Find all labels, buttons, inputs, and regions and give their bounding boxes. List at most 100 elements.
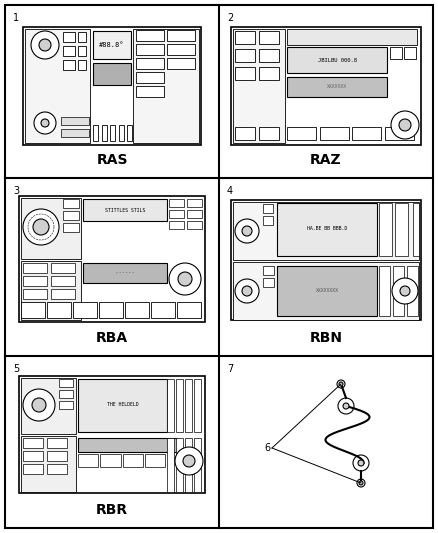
Circle shape [23, 389, 55, 421]
Bar [73, 302, 97, 318]
Bar [136, 86, 164, 97]
Bar [133, 29, 199, 143]
Bar [51, 289, 75, 299]
Bar [235, 127, 255, 140]
Bar [23, 27, 201, 145]
Circle shape [235, 279, 259, 303]
Circle shape [339, 382, 343, 386]
Bar [259, 127, 279, 140]
Bar [63, 211, 79, 220]
Bar [277, 266, 288, 275]
Bar [176, 379, 183, 432]
Bar [407, 266, 418, 316]
Bar [277, 278, 288, 287]
Bar [23, 276, 47, 286]
Bar [151, 302, 175, 318]
Text: THE HELDELD: THE HELDELD [107, 402, 138, 408]
Bar [263, 216, 273, 225]
Bar [25, 29, 90, 143]
Bar [277, 203, 377, 256]
Bar [110, 125, 115, 141]
Bar [404, 47, 416, 59]
Bar [187, 221, 202, 229]
Bar [83, 263, 167, 283]
Bar [100, 454, 120, 467]
Bar [102, 125, 106, 141]
Circle shape [391, 111, 419, 139]
Circle shape [183, 455, 195, 467]
Bar [63, 60, 75, 70]
Circle shape [169, 263, 201, 295]
Bar [231, 27, 421, 145]
Bar [233, 202, 419, 260]
Bar [78, 46, 86, 56]
Bar [352, 127, 381, 140]
Bar [167, 379, 174, 432]
Bar [123, 454, 143, 467]
Circle shape [357, 479, 365, 487]
Bar [93, 31, 131, 59]
Text: XXXXXXXX: XXXXXXXX [315, 288, 339, 294]
Bar [119, 125, 124, 141]
Circle shape [337, 380, 345, 388]
Bar [61, 129, 89, 137]
Bar [167, 30, 195, 41]
Bar [99, 302, 123, 318]
Bar [47, 464, 67, 474]
Bar [233, 262, 419, 320]
Bar [167, 44, 195, 55]
Bar [21, 261, 81, 320]
Bar [185, 438, 192, 492]
Bar [235, 31, 255, 44]
Bar [21, 302, 45, 318]
Bar [61, 117, 89, 125]
Bar [263, 204, 273, 213]
Bar [47, 302, 71, 318]
Bar [259, 67, 279, 80]
Bar [136, 72, 164, 83]
Bar [127, 125, 132, 141]
Bar [235, 67, 255, 80]
Circle shape [358, 460, 364, 466]
Bar [63, 199, 79, 208]
Text: 3: 3 [13, 186, 19, 196]
Bar [169, 210, 184, 218]
Bar [19, 376, 205, 493]
Bar [23, 464, 43, 474]
Bar [169, 199, 184, 207]
Text: 5: 5 [13, 364, 19, 374]
Circle shape [353, 455, 369, 471]
Bar [287, 29, 417, 45]
Bar [187, 210, 202, 218]
Text: STITTLES STILS: STITTLES STILS [105, 207, 145, 213]
Circle shape [178, 272, 192, 286]
Bar [63, 223, 79, 232]
Text: 6: 6 [264, 443, 270, 453]
Bar [390, 47, 402, 59]
Text: RBA: RBA [96, 331, 128, 345]
Bar [83, 199, 167, 221]
Bar [47, 438, 67, 448]
Bar [235, 49, 255, 62]
Bar [413, 203, 419, 256]
Text: #88.8°: #88.8° [99, 42, 125, 48]
Bar [21, 198, 81, 259]
Bar [136, 44, 164, 55]
Bar [23, 289, 47, 299]
Bar [393, 266, 404, 316]
Circle shape [34, 112, 56, 134]
Bar [23, 451, 43, 461]
Bar [78, 379, 167, 432]
Bar [93, 63, 131, 85]
Bar [287, 127, 316, 140]
Circle shape [32, 398, 46, 412]
Bar [136, 30, 164, 41]
Bar [379, 203, 392, 256]
Bar [379, 266, 390, 316]
Text: RBR: RBR [96, 503, 128, 517]
Bar [21, 436, 76, 492]
Text: RAZ: RAZ [310, 153, 342, 167]
Bar [78, 60, 86, 70]
Text: JBILBU 000.8: JBILBU 000.8 [318, 58, 357, 62]
Bar [287, 77, 387, 97]
